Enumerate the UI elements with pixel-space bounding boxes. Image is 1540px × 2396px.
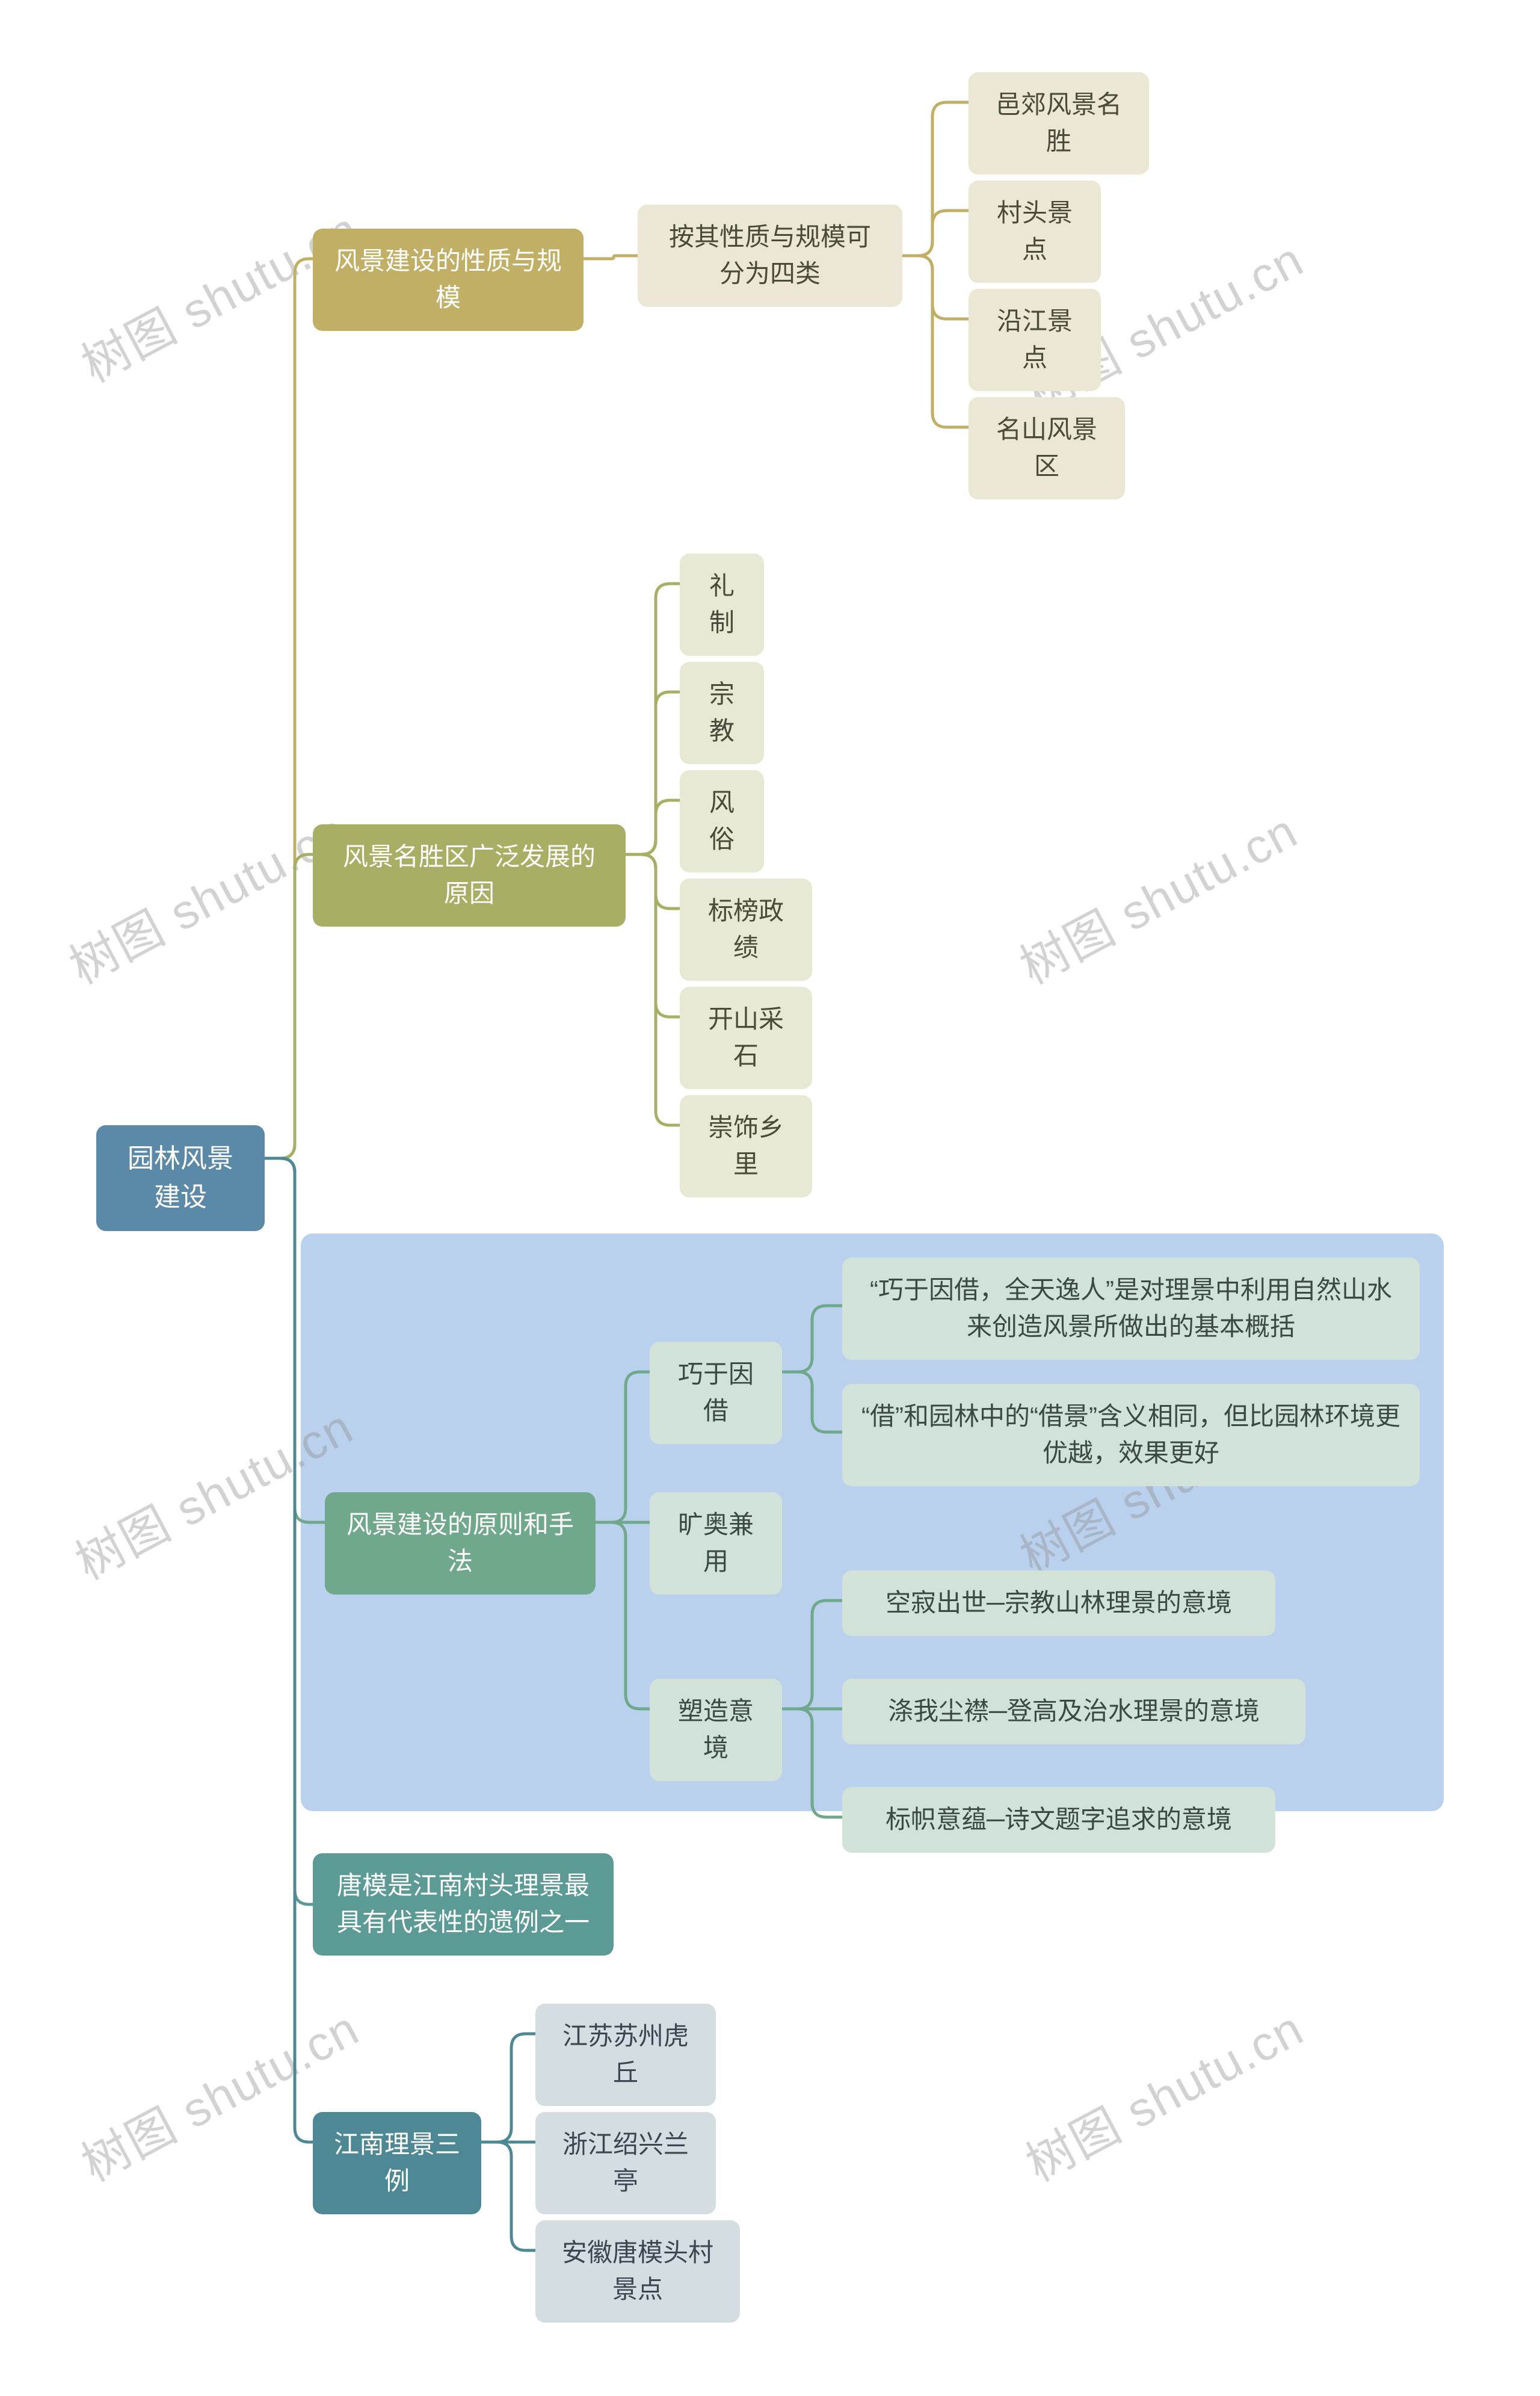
connector	[584, 256, 638, 259]
mindmap-node-n5c[interactable]: 安徽唐模头村景点	[535, 2220, 740, 2323]
connector	[626, 584, 680, 854]
mindmap-canvas: 树图 shutu.cn树图 shutu.cn树图 shutu.cn树图 shut…	[0, 0, 1540, 2396]
mindmap-node-n5b[interactable]: 浙江绍兴兰亭	[535, 2112, 716, 2214]
mindmap-node-root[interactable]: 园林风景建设	[96, 1125, 265, 1231]
connector	[626, 692, 680, 854]
connector	[902, 211, 969, 256]
mindmap-node-n2d[interactable]: 标榜政绩	[680, 878, 812, 981]
mindmap-node-n3a[interactable]: 巧于因借	[650, 1342, 782, 1444]
mindmap-node-n1a1[interactable]: 邑郊风景名胜	[969, 72, 1149, 174]
connector	[626, 854, 680, 1017]
connector	[265, 259, 313, 1158]
mindmap-node-n5[interactable]: 江南理景三例	[313, 2112, 481, 2214]
watermark: 树图 shutu.cn	[1012, 1990, 1314, 2195]
mindmap-node-n3b[interactable]: 旷奥兼用	[650, 1492, 782, 1595]
mindmap-node-n2f[interactable]: 崇饰乡里	[680, 1095, 812, 1197]
connector	[265, 854, 313, 1158]
connector	[481, 2034, 535, 2142]
mindmap-node-n3c2[interactable]: 涤我尘襟─登高及治水理景的意境	[842, 1679, 1305, 1744]
mindmap-node-n4[interactable]: 唐模是江南村头理景最具有代表性的遗例之一	[313, 1853, 614, 1956]
mindmap-node-n1a2[interactable]: 村头景点	[969, 181, 1101, 283]
mindmap-node-n1a4[interactable]: 名山风景区	[969, 397, 1125, 499]
mindmap-node-n3a2[interactable]: “借”和园林中的“借景”含义相同，但比园林环境更优越，效果更好	[842, 1384, 1420, 1486]
mindmap-node-n2b[interactable]: 宗教	[680, 662, 764, 764]
mindmap-node-n5a[interactable]: 江苏苏州虎丘	[535, 2004, 716, 2106]
mindmap-node-n2c[interactable]: 风俗	[680, 770, 764, 872]
connector	[481, 2142, 535, 2250]
mindmap-node-n2a[interactable]: 礼制	[680, 554, 764, 656]
mindmap-node-n1a3[interactable]: 沿江景点	[969, 289, 1101, 391]
mindmap-node-n1[interactable]: 风景建设的性质与规模	[313, 229, 584, 331]
mindmap-node-n3c[interactable]: 塑造意境	[650, 1679, 782, 1781]
connector	[626, 800, 680, 854]
connector	[626, 854, 680, 909]
mindmap-node-n1a[interactable]: 按其性质与规模可分为四类	[638, 205, 902, 307]
watermark: 树图 shutu.cn	[1006, 793, 1308, 998]
mindmap-node-n3c1[interactable]: 空寂出世─宗教山林理景的意境	[842, 1570, 1275, 1636]
connector	[626, 854, 680, 1125]
mindmap-node-n3c3[interactable]: 标帜意蕴─诗文题字追求的意境	[842, 1787, 1275, 1853]
mindmap-node-n2e[interactable]: 开山采石	[680, 987, 812, 1089]
connector	[902, 256, 969, 427]
connector	[902, 102, 969, 256]
mindmap-node-n3[interactable]: 风景建设的原则和手法	[325, 1492, 596, 1595]
watermark: 树图 shutu.cn	[55, 793, 357, 998]
mindmap-node-n3a1[interactable]: “巧于因借，全天逸人”是对理景中利用自然山水来创造风景所做出的基本概括	[842, 1258, 1420, 1360]
mindmap-node-n2[interactable]: 风景名胜区广泛发展的原因	[313, 824, 626, 927]
connector	[902, 256, 969, 319]
